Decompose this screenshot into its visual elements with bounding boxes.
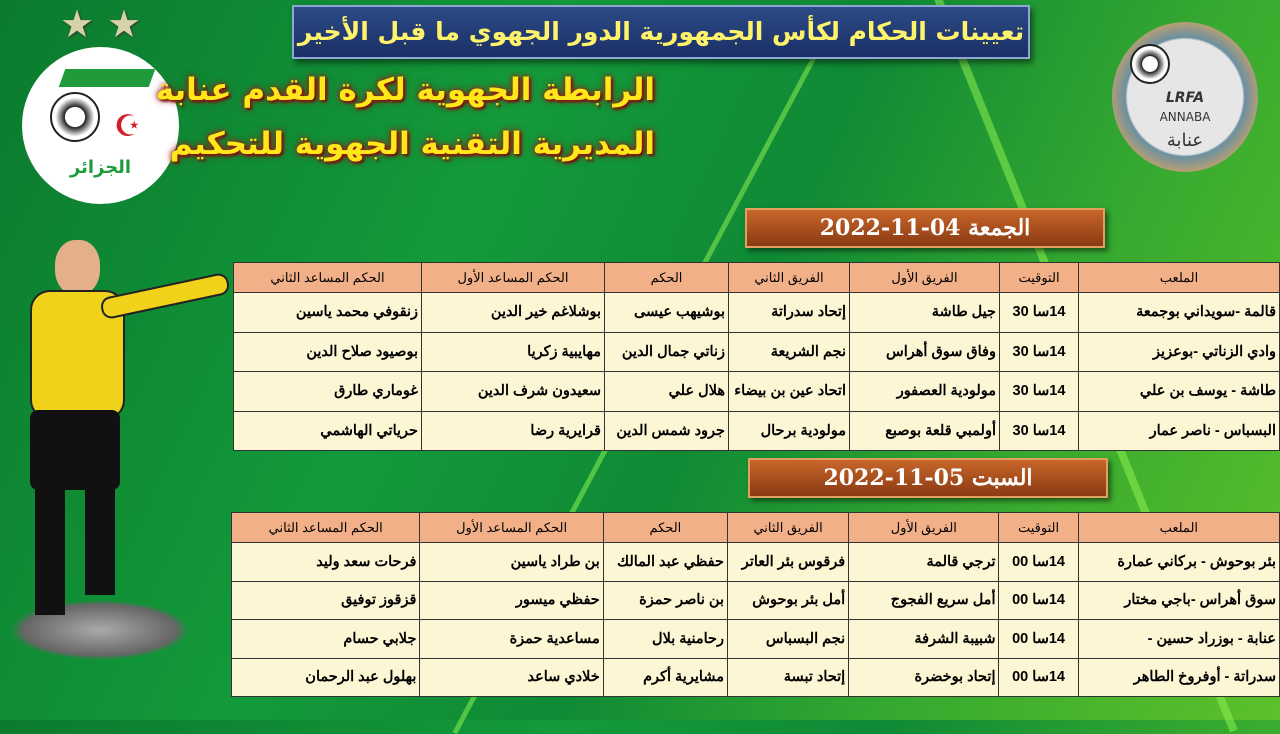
cell-referee: هلال علي <box>604 371 729 412</box>
cell-assistant-2: جلابي حسام <box>230 619 421 659</box>
table-row: بئر بوحوش - بركاني عمارة 14سا 00 ترجي قالم… <box>230 542 1280 582</box>
cell-away-team: نجم البسباس <box>726 619 850 659</box>
cell-assistant-2: زنقوفي محمد ياسين <box>233 292 422 333</box>
cell-assistant-1: حفظي ميسور <box>419 580 604 620</box>
cell-assistant-2: فرحات سعد وليد <box>230 542 421 582</box>
cell-referee: بن ناصر حمزة <box>602 580 728 620</box>
cell-time: 14سا 30 <box>999 410 1079 451</box>
cell-assistant-1: خلادي ساعد <box>419 657 604 697</box>
cell-away-team: فرقوس بئر العاتر <box>726 542 850 582</box>
header-time: التوقيت <box>998 512 1079 543</box>
header-assistant-2: الحكم المساعد الثاني <box>233 262 422 293</box>
date-banner-saturday: السبت 05-11-2022 <box>748 458 1108 498</box>
logo-text: ANNABA <box>1159 110 1211 124</box>
cell-stadium: بئر بوحوش - بركاني عمارة <box>1077 542 1280 582</box>
cell-assistant-2: غوماري طارق <box>233 371 422 412</box>
cell-assistant-2: قزقوز توفيق <box>230 580 421 620</box>
cell-away-team: أمل بئر بوحوش <box>726 580 850 620</box>
header-away-team: الفريق الثاني <box>728 262 850 293</box>
cell-assistant-1: سعيدون شرف الدين <box>421 371 605 412</box>
cell-stadium: عنابة - بوزراد حسين - <box>1077 619 1280 659</box>
logo-text: LRFA <box>1165 90 1205 106</box>
cell-assistant-2: بوصيود صلاح الدين <box>233 331 422 372</box>
cell-assistant-1: بن طراد ياسين <box>419 542 604 582</box>
cell-time: 14سا 30 <box>999 331 1079 372</box>
page-title: تعيينات الحكام لكأس الجمهورية الدور الجه… <box>292 5 1030 59</box>
cell-referee: بوشيهب عيسى <box>604 292 729 333</box>
table-row: البسباس - ناصر عمار 14سا 30 أولمبي قلعة بو… <box>233 410 1280 451</box>
cell-stadium: وادي الزناتي -بوعزيز <box>1078 331 1280 372</box>
table-row: سوق أهراس -باجي مختار 14سا 00 أمل سريع الف… <box>230 580 1280 620</box>
logo-text: عنابة <box>1166 130 1204 151</box>
table-header-row: الملعب التوقيت الفريق الأول الفريق الثاني ال… <box>230 512 1280 543</box>
assignments-table-friday: الملعب التوقيت الفريق الأول الفريق الثاني ال… <box>233 262 1280 451</box>
cell-stadium: البسباس - ناصر عمار <box>1078 410 1280 451</box>
directorate-name: المديرية التقنية الجهوية للتحكيم <box>169 126 655 162</box>
header-time: التوقيت <box>999 262 1079 293</box>
cell-assistant-1: قرايرية رضا <box>421 410 605 451</box>
cell-away-team: إتحاد تبسة <box>726 657 850 697</box>
star-icon: ★ <box>60 2 95 46</box>
header-assistant-1: الحكم المساعد الأول <box>421 262 605 293</box>
cell-home-team: مولودية العصفور <box>849 371 1000 412</box>
cell-assistant-2: بهلول عبد الرحمان <box>230 657 421 697</box>
header-away-team: الفريق الثاني <box>726 512 850 543</box>
cell-time: 14سا 30 <box>999 292 1079 333</box>
star-icon: ★ <box>107 2 142 46</box>
header-home-team: الفريق الأول <box>849 262 1000 293</box>
header-stadium: الملعب <box>1077 512 1280 543</box>
cell-stadium: طاشة - يوسف بن علي <box>1078 371 1280 412</box>
cell-home-team: ترجي قالمة <box>848 542 1000 582</box>
table-row: قالمة -سويداني بوجمعة 14سا 30 جيل طاشة إتحا… <box>233 292 1280 333</box>
header-home-team: الفريق الأول <box>848 512 1000 543</box>
cell-home-team: وفاق سوق أهراس <box>849 331 1000 372</box>
referee-figure <box>0 230 240 710</box>
cell-time: 14سا 00 <box>998 619 1079 659</box>
cell-assistant-1: مهايبية زكريا <box>421 331 605 372</box>
cell-home-team: أولمبي قلعة بوصبع <box>849 410 1000 451</box>
cell-away-team: مولودية برحال <box>728 410 850 451</box>
table-row: وادي الزناتي -بوعزيز 14سا 30 وفاق سوق أهرا… <box>233 331 1280 372</box>
cell-assistant-1: بوشلاغم خير الدين <box>421 292 605 333</box>
assignments-table-saturday: الملعب التوقيت الفريق الأول الفريق الثاني ال… <box>230 512 1280 697</box>
cell-home-team: أمل سريع الفجوج <box>848 580 1000 620</box>
cell-referee: جرود شمس الدين <box>604 410 729 451</box>
cell-referee: رحامنية بلال <box>602 619 728 659</box>
cell-assistant-1: مساعدية حمزة <box>419 619 604 659</box>
cell-referee: مشايرية أكرم <box>602 657 728 697</box>
cell-stadium: قالمة -سويداني بوجمعة <box>1078 292 1280 333</box>
league-name: الرابطة الجهوية لكرة القدم عنابة <box>155 72 655 108</box>
cell-away-team: نجم الشريعة <box>728 331 850 372</box>
header-stadium: الملعب <box>1078 262 1280 293</box>
cell-referee: زناتي جمال الدين <box>604 331 729 372</box>
table-row: عنابة - بوزراد حسين -14سا 00 شبيبة الشرفة… <box>230 619 1280 659</box>
cell-home-team: شبيبة الشرفة <box>848 619 1000 659</box>
cell-home-team: إتحاد بوخضرة <box>848 657 1000 697</box>
date-banner-friday: الجمعة 04-11-2022 <box>745 208 1105 248</box>
table-row: طاشة - يوسف بن علي 14سا 30 مولودية العصفور… <box>233 371 1280 412</box>
lrfa-annaba-logo: LRFA ANNABA عنابة <box>1112 22 1258 172</box>
header-referee: الحكم <box>604 262 729 293</box>
cell-time: 14سا 00 <box>998 580 1079 620</box>
cell-away-team: إتحاد سدراتة <box>728 292 850 333</box>
cell-stadium: سدراتة - أوفروخ الطاهر <box>1077 657 1280 697</box>
header-referee: الحكم <box>602 512 728 543</box>
table-row: سدراتة - أوفروخ الطاهر 14سا 00 إتحاد بوخضر… <box>230 657 1280 697</box>
cell-time: 14سا 00 <box>998 657 1079 697</box>
cell-referee: حفظي عبد المالك <box>602 542 728 582</box>
header-assistant-1: الحكم المساعد الأول <box>419 512 604 543</box>
algeria-federation-logo: ☪ الجزائر <box>22 47 179 204</box>
cell-home-team: جيل طاشة <box>849 292 1000 333</box>
header-assistant-2: الحكم المساعد الثاني <box>230 512 421 543</box>
cell-stadium: سوق أهراس -باجي مختار <box>1077 580 1280 620</box>
cell-assistant-2: حرياتي الهاشمي <box>233 410 422 451</box>
logo-text: الجزائر <box>69 157 132 178</box>
cell-time: 14سا 00 <box>998 542 1079 582</box>
cell-away-team: اتحاد عين بن بيضاء <box>728 371 850 412</box>
cell-time: 14سا 30 <box>999 371 1079 412</box>
table-header-row: الملعب التوقيت الفريق الأول الفريق الثاني ال… <box>233 262 1280 293</box>
